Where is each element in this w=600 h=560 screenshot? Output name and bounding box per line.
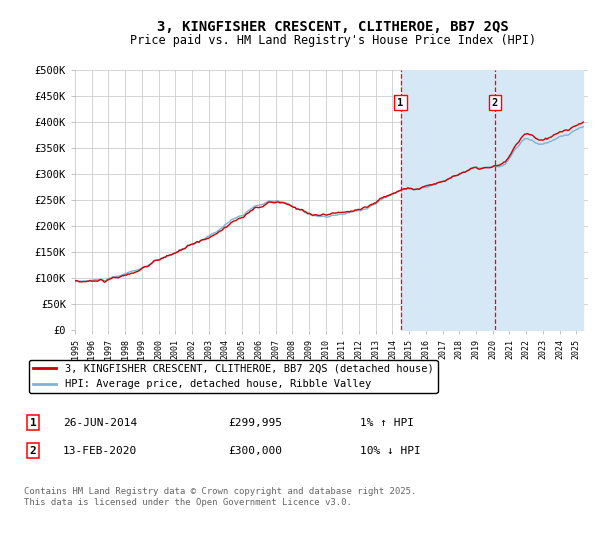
Text: Price paid vs. HM Land Registry's House Price Index (HPI): Price paid vs. HM Land Registry's House … xyxy=(130,34,536,46)
Text: 2: 2 xyxy=(29,446,37,456)
Legend: 3, KINGFISHER CRESCENT, CLITHEROE, BB7 2QS (detached house), HPI: Average price,: 3, KINGFISHER CRESCENT, CLITHEROE, BB7 2… xyxy=(29,360,437,393)
Text: 1: 1 xyxy=(29,418,37,428)
Text: £299,995: £299,995 xyxy=(228,418,282,428)
Text: 13-FEB-2020: 13-FEB-2020 xyxy=(63,446,137,456)
Text: 26-JUN-2014: 26-JUN-2014 xyxy=(63,418,137,428)
Text: 10% ↓ HPI: 10% ↓ HPI xyxy=(360,446,421,456)
Text: 1: 1 xyxy=(397,97,404,108)
Text: Contains HM Land Registry data © Crown copyright and database right 2025.
This d: Contains HM Land Registry data © Crown c… xyxy=(24,487,416,507)
Text: 1% ↑ HPI: 1% ↑ HPI xyxy=(360,418,414,428)
Text: £300,000: £300,000 xyxy=(228,446,282,456)
Text: 2: 2 xyxy=(491,97,498,108)
Text: 3, KINGFISHER CRESCENT, CLITHEROE, BB7 2QS: 3, KINGFISHER CRESCENT, CLITHEROE, BB7 2… xyxy=(157,20,509,34)
